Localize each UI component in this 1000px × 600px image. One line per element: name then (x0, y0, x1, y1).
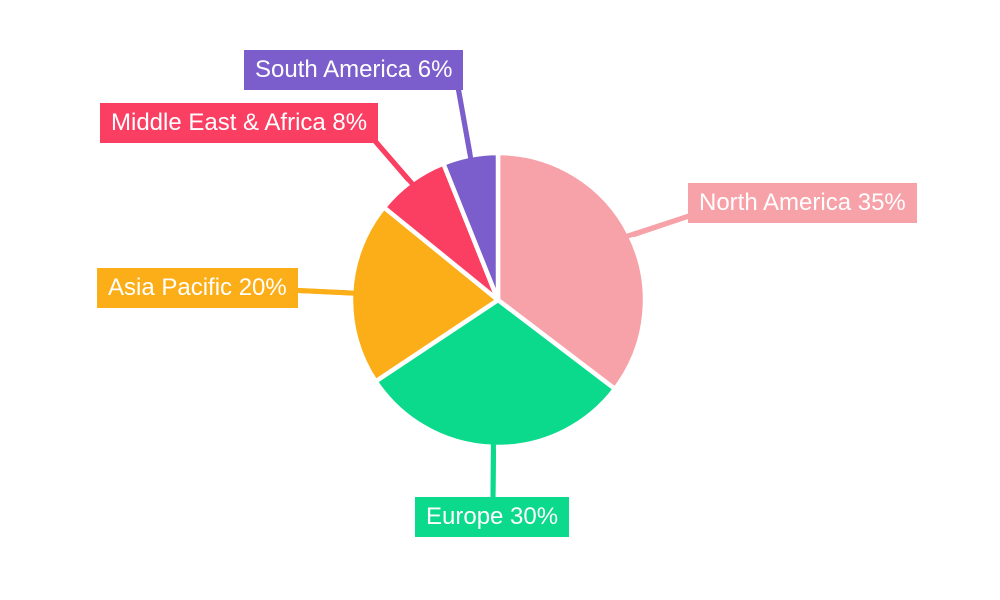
leader-line-outer-asia-pacific (287, 287, 356, 296)
slice-label-middle-east-africa: Middle East & Africa 8% (100, 103, 379, 143)
slice-label-north-america: North America 35% (688, 183, 917, 223)
slice-label-south-america: South America 6% (244, 50, 464, 90)
slice-label-europe: Europe 30% (415, 497, 570, 537)
leader-line-outer-south-america (455, 86, 474, 161)
slice-label-asia-pacific: Asia Pacific 20% (97, 268, 298, 308)
leader-line-outer-north-america (625, 212, 693, 239)
